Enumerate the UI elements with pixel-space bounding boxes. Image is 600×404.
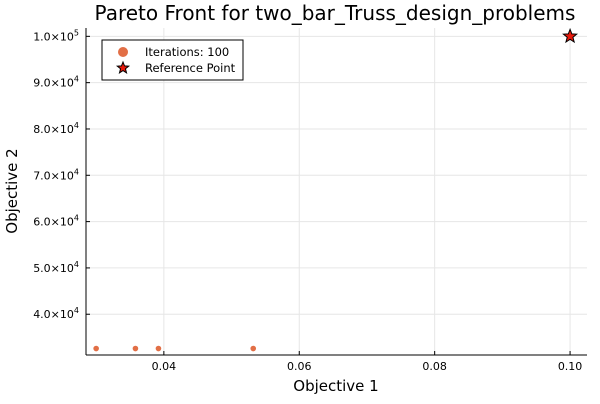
pareto-point xyxy=(155,345,162,352)
y-tick-mantissa: 7.0×10 xyxy=(33,169,74,182)
y-tick-label: 8.0×104 xyxy=(33,121,79,136)
pareto-point xyxy=(132,345,139,352)
data-points xyxy=(93,27,579,352)
legend: Iterations: 100 Reference Point xyxy=(101,39,244,81)
y-tick-exponent: 4 xyxy=(74,214,79,223)
y-tick-exponent: 4 xyxy=(74,167,79,176)
y-tick-label: 7.0×104 xyxy=(33,167,79,182)
legend-marker-reference-point xyxy=(115,60,131,74)
pareto-point xyxy=(93,345,99,352)
y-tick-exponent: 4 xyxy=(74,260,79,269)
y-tick-exponent: 4 xyxy=(74,75,79,84)
x-tick-label: 0.06 xyxy=(287,360,312,373)
y-tick-exponent: 4 xyxy=(74,121,79,130)
tick-labels: 0.04 0.06 0.08 0.104.0×1045.0×1046.0×1047.0… xyxy=(33,28,582,373)
legend-marker-iterations xyxy=(118,47,128,57)
y-tick-label: 4.0×104 xyxy=(33,306,79,321)
y-tick-mantissa: 8.0×10 xyxy=(33,123,74,136)
x-tick-label: 0.04 xyxy=(152,360,177,373)
y-tick-exponent: 5 xyxy=(74,28,79,37)
pareto-point xyxy=(250,345,257,352)
y-tick-mantissa: 5.0×10 xyxy=(33,262,74,275)
y-tick-label: 5.0×104 xyxy=(33,260,79,275)
legend-label-reference-point: Reference Point xyxy=(145,61,236,75)
legend-label-iterations: Iterations: 100 xyxy=(145,45,229,59)
chart-title: Pareto Front for two_bar_Truss_design_pr… xyxy=(95,1,576,25)
x-axis-label: Objective 1 xyxy=(293,377,378,395)
y-tick-label: 1.0×105 xyxy=(33,28,79,43)
y-tick-label: 9.0×104 xyxy=(33,75,79,90)
y-tick-exponent: 4 xyxy=(74,306,79,315)
grid-lines xyxy=(86,28,587,355)
y-axis-label: Objective 2 xyxy=(3,148,21,233)
x-tick-label: 0.10 xyxy=(558,360,583,373)
y-tick-mantissa: 4.0×10 xyxy=(33,308,74,321)
reference-point-marker xyxy=(562,27,579,44)
y-tick-mantissa: 9.0×10 xyxy=(33,77,74,90)
legend-box xyxy=(101,39,244,81)
x-tick-label: 0.08 xyxy=(422,360,447,373)
y-tick-mantissa: 6.0×10 xyxy=(33,216,74,229)
y-tick-label: 6.0×104 xyxy=(33,214,79,229)
y-tick-mantissa: 1.0×10 xyxy=(33,30,74,43)
